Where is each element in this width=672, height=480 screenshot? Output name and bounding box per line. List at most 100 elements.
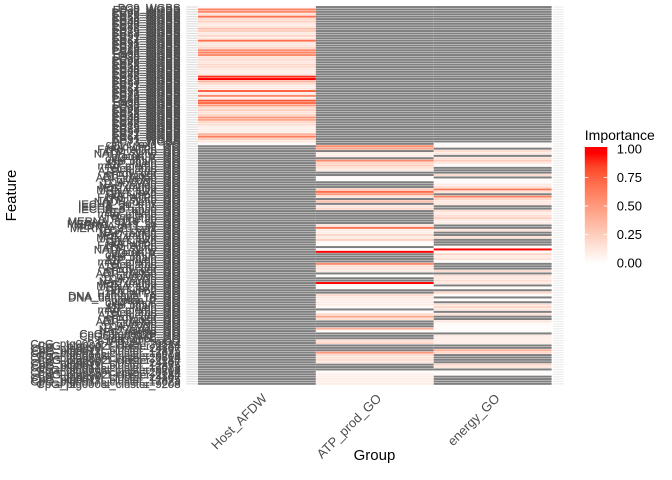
svg-text:FB34_WGBS: FB34_WGBS bbox=[113, 62, 181, 74]
svg-text:ADP_metab_GO: ADP_metab_GO bbox=[96, 317, 181, 329]
svg-text:FB33_WGBS: FB33_WGBS bbox=[113, 29, 181, 41]
svg-text:PC48_WGBS: PC48_WGBS bbox=[111, 113, 181, 125]
svg-text:CpG_ptg0011l_cluster_12875: CpG_ptg0011l_cluster_12875 bbox=[31, 360, 180, 372]
svg-text:CpG_ptg0036l_cluster_24107: CpG_ptg0036l_cluster_24107 bbox=[30, 357, 180, 369]
svg-text:FB32_WGBS: FB32_WGBS bbox=[113, 48, 181, 60]
svg-text:F1F0_ATPs_GO: F1F0_ATPs_GO bbox=[97, 240, 180, 252]
svg-text:FB27_WGBS: FB27_WGBS bbox=[113, 33, 181, 45]
svg-text:IECHA_30_trns_GO: IECHA_30_trns_GO bbox=[78, 199, 181, 211]
svg-text:PC75_WGBS: PC75_WGBS bbox=[111, 26, 181, 38]
svg-text:FB26_WGBS: FB26_WGBS bbox=[113, 24, 181, 36]
svg-text:PC64_WGBS: PC64_WGBS bbox=[111, 36, 181, 48]
svg-text:cyt_c_oxd_GO: cyt_c_oxd_GO bbox=[106, 139, 181, 151]
svg-text:NAD_bindg_GO: NAD_bindg_GO bbox=[99, 324, 181, 336]
svg-text:CpGcptg0933P_GO: CpGcptg0933P_GO bbox=[79, 331, 180, 343]
svg-text:MERNA_9119_sy_GO: MERNA_9119_sy_GO bbox=[68, 216, 181, 228]
svg-text:TCA_cycle_GO: TCA_cycle_GO bbox=[102, 225, 181, 237]
svg-text:FB28_WGBS: FB28_WGBS bbox=[113, 67, 181, 79]
svg-text:ADP_metab_GO: ADP_metab_GO bbox=[96, 173, 181, 185]
svg-text:PC82_WGBS: PC82_WGBS bbox=[111, 117, 181, 129]
svg-text:mito_memb_GO: mito_memb_GO bbox=[98, 161, 181, 173]
svg-text:PC9_WGBS: PC9_WGBS bbox=[118, 2, 181, 14]
svg-text:mito_memb_GO: mito_memb_GO bbox=[98, 257, 181, 269]
svg-text:F1F0_ATPs_GO: F1F0_ATPs_GO bbox=[97, 336, 180, 348]
svg-text:ATP_metab_GO: ATP_metab_GO bbox=[98, 261, 181, 273]
svg-text:enrgy_der_GO: enrgy_der_GO bbox=[106, 312, 181, 324]
svg-text:PC67_WGBS: PC67_WGBS bbox=[111, 55, 181, 67]
svg-text:Group: Group bbox=[354, 447, 396, 464]
svg-text:PC67_WGBS: PC67_WGBS bbox=[111, 103, 181, 115]
svg-text:NADH_dehy_GO: NADH_dehy_GO bbox=[94, 245, 181, 257]
svg-text:FB25_WGBS: FB25_WGBS bbox=[113, 91, 181, 103]
svg-text:PC88_WGBS: PC88_WGBS bbox=[111, 45, 181, 57]
svg-text:0.00: 0.00 bbox=[617, 256, 642, 271]
svg-text:FB28_WGBS: FB28_WGBS bbox=[113, 19, 181, 31]
svg-text:elec_trns_GO: elec_trns_GO bbox=[111, 259, 181, 271]
svg-text:FB27_WGBS: FB27_WGBS bbox=[113, 81, 181, 93]
svg-text:ATP_hydrl_GO: ATP_hydrl_GO bbox=[105, 302, 181, 314]
svg-text:FB26_WGBS: FB26_WGBS bbox=[113, 120, 181, 132]
svg-text:enrgy_der_GO: enrgy_der_GO bbox=[106, 168, 181, 180]
svg-text:MRNA_synt_GO: MRNA_synt_GO bbox=[96, 185, 180, 197]
svg-text:IECHA_31_trns_GO: IECHA_31_trns_GO bbox=[78, 201, 181, 213]
svg-text:PC64_WGBS: PC64_WGBS bbox=[111, 132, 181, 144]
svg-text:FB33_WGBS: FB33_WGBS bbox=[113, 125, 181, 137]
svg-text:CpG_ptg0036l_cluster_24107: CpG_ptg0036l_cluster_24107 bbox=[30, 372, 180, 384]
svg-text:CpG_ptg0023l_cluster_20514: CpG_ptg0023l_cluster_20514 bbox=[30, 353, 180, 365]
svg-text:CpG_ptg0002l_cluster_1184: CpG_ptg0002l_cluster_1184 bbox=[38, 369, 181, 381]
svg-text:1.00: 1.00 bbox=[617, 142, 642, 157]
svg-text:proton_tr_GO: proton_tr_GO bbox=[111, 247, 180, 259]
svg-text:elec_trns_GO: elec_trns_GO bbox=[111, 211, 181, 223]
svg-text:IEC_transp_GO: IEC_transp_GO bbox=[100, 230, 181, 242]
svg-text:PC64_WGBS: PC64_WGBS bbox=[111, 84, 181, 96]
svg-text:0.25: 0.25 bbox=[617, 227, 642, 242]
svg-text:FB26_WGBS: FB26_WGBS bbox=[113, 72, 181, 84]
svg-text:PC73_WGBS: PC73_WGBS bbox=[111, 89, 181, 101]
svg-text:elec_trns_GO: elec_trns_GO bbox=[111, 307, 181, 319]
svg-text:ATP_synth_GO: ATP_synth_GO bbox=[102, 146, 180, 158]
svg-text:FB30_WGBS: FB30_WGBS bbox=[113, 101, 181, 113]
svg-text:NADH_dehy_GO: NADH_dehy_GO bbox=[94, 197, 181, 209]
svg-text:IEC_transp_GO: IEC_transp_GO bbox=[100, 182, 181, 194]
svg-text:rsp_chain_GO: rsp_chain_GO bbox=[108, 300, 181, 312]
svg-text:MERNA_91_synt_GO: MERNA_91_synt_GO bbox=[70, 223, 181, 235]
svg-text:PC82_WGBS: PC82_WGBS bbox=[111, 21, 181, 33]
svg-text:FB29_WGBS: FB29_WGBS bbox=[113, 57, 181, 69]
svg-text:F1F0_ATPs_GO: F1F0_ATPs_GO bbox=[97, 192, 180, 204]
svg-text:PC91_WGBS: PC91_WGBS bbox=[111, 127, 181, 139]
svg-text:ubiquinon_GO: ubiquinon_GO bbox=[108, 189, 181, 201]
svg-text:rsp_chain_GO: rsp_chain_GO bbox=[108, 156, 181, 168]
svg-text:ubiquinon_GO: ubiquinon_GO bbox=[108, 333, 181, 345]
svg-text:proton_tr_GO: proton_tr_GO bbox=[111, 295, 180, 307]
svg-text:FB30_WGBS: FB30_WGBS bbox=[113, 53, 181, 65]
svg-text:CpG_ptg0008l_cluster_9208: CpG_ptg0008l_cluster_9208 bbox=[37, 350, 181, 362]
svg-text:FB29_WGBS: FB29_WGBS bbox=[113, 105, 181, 117]
svg-text:FB32_WGBS: FB32_WGBS bbox=[113, 96, 181, 108]
svg-text:IEC_transp_GO: IEC_transp_GO bbox=[100, 278, 181, 290]
svg-text:F1F0_ATPs_GO: F1F0_ATPs_GO bbox=[97, 288, 180, 300]
svg-text:PC91_WGBS: PC91_WGBS bbox=[111, 79, 181, 91]
svg-text:IEC_transp_GO: IEC_transp_GO bbox=[100, 326, 181, 338]
svg-text:elec_trns_GO: elec_trns_GO bbox=[111, 163, 181, 175]
svg-text:PC48_WGBS: PC48_WGBS bbox=[111, 17, 181, 29]
svg-text:ADP_metab_GO: ADP_metab_GO bbox=[96, 269, 181, 281]
svg-text:FB34_WGBS: FB34_WGBS bbox=[113, 110, 181, 122]
svg-text:MRNA_synt_GO: MRNA_synt_GO bbox=[96, 233, 180, 245]
svg-text:PC48_WGBS: PC48_WGBS bbox=[111, 65, 181, 77]
svg-text:cyt_c_oxd_GO: cyt_c_oxd_GO bbox=[106, 187, 181, 199]
svg-text:oxid_phos_GO: oxid_phos_GO bbox=[105, 153, 181, 165]
svg-text:mito_memb_GO: mito_memb_GO bbox=[98, 209, 181, 221]
svg-text:PC58_WGBS: PC58_WGBS bbox=[111, 12, 181, 24]
svg-text:NAD_bindg_GO: NAD_bindg_GO bbox=[99, 276, 181, 288]
svg-text:FB31_WGBS: FB31_WGBS bbox=[113, 38, 181, 50]
svg-text:NADH_dehy_GO: NADH_dehy_GO bbox=[94, 149, 181, 161]
svg-text:PC58_WGBS: PC58_WGBS bbox=[111, 108, 181, 120]
svg-text:TCA_cycle_GO: TCA_cycle_GO bbox=[102, 273, 181, 285]
svg-text:MRNA_synt_GO: MRNA_synt_GO bbox=[96, 281, 180, 293]
svg-text:CpG_ptg0023l_cluster_20514: CpG_ptg0023l_cluster_20514 bbox=[30, 338, 180, 350]
svg-text:CpG_ptg0036l_cluster_24107: CpG_ptg0036l_cluster_24107 bbox=[30, 343, 180, 355]
svg-text:ATP_metab_GO: ATP_metab_GO bbox=[98, 309, 181, 321]
svg-text:PC82_WGBS: PC82_WGBS bbox=[111, 69, 181, 81]
svg-text:ATP_hydrl_GO: ATP_hydrl_GO bbox=[105, 254, 181, 266]
svg-text:PC75_WGBS: PC75_WGBS bbox=[111, 122, 181, 134]
